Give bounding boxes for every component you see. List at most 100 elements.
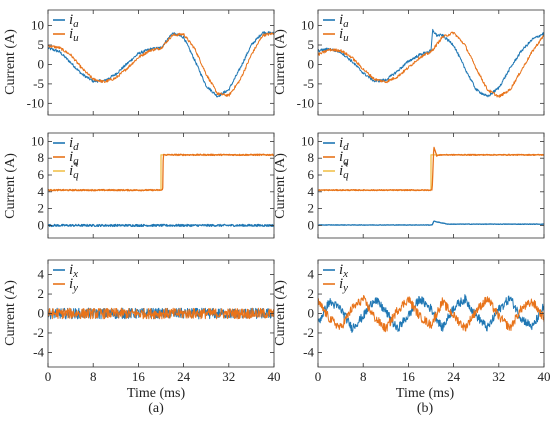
legend-label-sub: q [73,155,79,167]
x-tick-label: 24 [447,369,461,384]
y-tick-label: 5 [308,37,315,52]
legend-label-sub: x [72,268,78,280]
x-axis-label-b: Time (ms) [396,386,455,401]
panel-label-a: (a) [148,401,164,416]
series-line-i_q [48,153,274,192]
legend-label: id [339,135,349,153]
legend-label: iq [339,149,349,167]
legend-label-sub: d [343,141,349,153]
legend-label-sub: q [343,169,349,181]
legend-label-base: i [339,26,343,42]
legend-label-base: i [69,12,73,28]
legend-label: iq [69,149,79,167]
y-axis-label-row3-b: Current (A) [273,280,288,346]
y-tick-label: 4 [308,184,315,199]
legend-label-sub: x [342,268,348,280]
y-tick-label: 2 [38,201,45,216]
y-tick-label: 0 [38,56,45,71]
legend-label: ia [339,12,349,30]
y-tick-label: 10 [301,133,314,148]
legend-label-sub: q [343,155,349,167]
y-tick-label: -10 [27,95,44,110]
series-line-i_x [318,294,544,333]
x-tick-label: 16 [132,369,146,384]
legend-label-sub: u [73,32,79,44]
plot-frame [317,9,545,116]
legend-label: iy [339,276,348,294]
series-line-i_q [318,146,544,192]
x-tick-label: 24 [177,369,191,384]
y-tick-label: 8 [308,150,315,165]
y-tick-label: 0 [308,306,315,321]
legend-label-base: i [69,262,73,278]
y-tick-label: -4 [303,344,314,359]
y-tick-label: 0 [38,306,45,321]
series-line-i_u [48,32,274,97]
x-axis-label-a: Time (ms) [127,386,186,401]
y-tick-label: 0 [308,217,315,232]
y-axis-label-row3-a: Current (A) [3,280,18,346]
legend-label-base: i [69,149,73,165]
y-tick-label: 10 [31,133,44,148]
y-tick-label: -2 [303,325,314,340]
y-tick-label: 0 [308,56,315,71]
plot-frame [47,132,275,239]
series-line-i_a [318,28,544,98]
plot-frame [317,132,545,239]
x-tick-label: 16 [402,369,416,384]
y-axis-label-row1-b: Current (A) [273,29,288,95]
y-tick-label: -5 [303,76,314,91]
y-axis-label-row1-a: Current (A) [3,29,18,95]
legend-label-base: i [339,12,343,28]
legend-label-sup: * [73,160,79,172]
series-line-i_a [48,31,274,98]
legend-label-sup: * [343,160,349,172]
legend-label-base: i [339,262,343,278]
legend-label-base: i [339,163,343,179]
legend-label-sub: u [343,32,349,44]
series-group [48,307,274,320]
legend-label-sub: a [73,18,79,30]
y-axis-label-row2-a: Current (A) [3,153,18,219]
y-tick-label: 0 [38,217,45,232]
series-line-i_q* [48,154,274,191]
series-line-i_q* [318,154,544,191]
y-tick-label: 6 [308,167,315,182]
legend-label: id [69,135,79,153]
legend-label: iu [69,26,79,44]
x-tick-label: 8 [360,369,367,384]
series-line-i_y [48,307,274,320]
y-tick-label: -10 [297,95,314,110]
legend-label: iy [69,276,78,294]
series-line-i_y [318,294,544,333]
panel-label-b: (b) [417,401,434,416]
y-tick-label: 10 [301,18,314,33]
legend-label-base: i [69,276,73,292]
sublabel-b: (b) [417,401,434,416]
y-tick-label: 4 [38,184,45,199]
legend-label-base: i [339,135,343,151]
series-line-i_u [318,31,544,98]
plot-frame [47,9,275,116]
y-tick-label: 5 [38,37,45,52]
y-tick-label: -2 [33,325,44,340]
y-tick-label: 4 [308,267,315,282]
y-tick-label: -4 [33,344,44,359]
legend-label-base: i [69,26,73,42]
series-line-i_d [318,220,544,226]
legend-label-sub: a [343,18,349,30]
y-tick-label: 4 [38,267,45,282]
x-tick-label: 0 [315,369,322,384]
series-group [48,31,274,98]
sublabel-a: (a) [148,401,164,416]
legend-label-base: i [69,163,73,179]
